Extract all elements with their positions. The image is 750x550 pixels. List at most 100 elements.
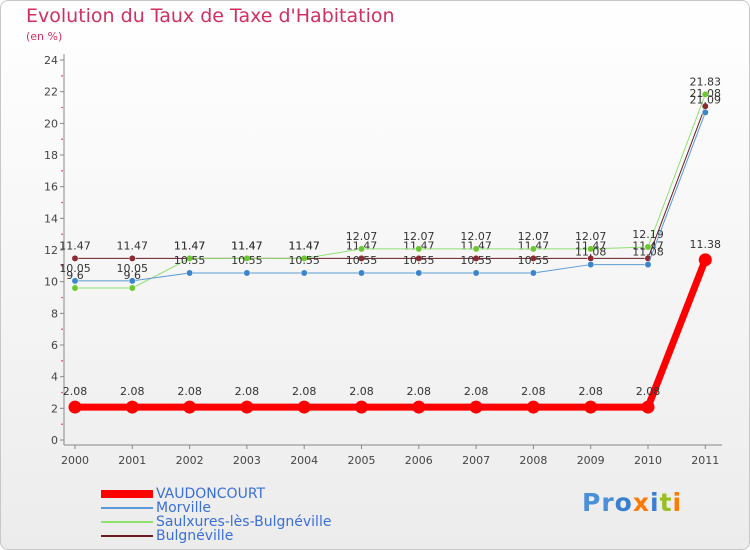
data-point <box>183 400 197 414</box>
series-line-bulgneville <box>74 105 706 259</box>
data-point <box>243 254 251 262</box>
series-line-morville <box>74 111 706 282</box>
logo-letter: t <box>659 488 673 517</box>
data-label: 2.08 <box>63 385 88 398</box>
y-tick-label: 18 <box>44 149 58 162</box>
x-tick-label: 2008 <box>519 454 547 467</box>
data-label: 11.47 <box>231 239 263 252</box>
data-point <box>355 400 368 414</box>
data-point <box>584 400 598 414</box>
data-point <box>701 108 709 116</box>
data-point <box>415 245 423 253</box>
y-tick-label: 2 <box>51 402 58 415</box>
data-label: 10.05 <box>59 262 91 275</box>
data-point <box>529 245 537 253</box>
data-point <box>469 400 483 414</box>
x-tick-label: 2002 <box>176 454 204 467</box>
x-tick-label: 2010 <box>634 454 662 467</box>
series-morville: 10.05 10.05 10.55 10.55 10.55 10.55 10.55 10.55… <box>59 93 721 285</box>
y-tick-label: 10 <box>44 276 58 289</box>
proxiti-logo: Proxiti <box>582 488 682 517</box>
y-minor-tick <box>61 170 63 172</box>
data-point <box>415 254 423 262</box>
data-point <box>641 400 655 414</box>
data-label: 2.08 <box>235 385 260 398</box>
data-point <box>644 243 652 251</box>
data-point <box>698 253 712 267</box>
data-label: 2.08 <box>521 385 546 398</box>
series-saulxures-les-bulgneville: 9.6 9.6 11.47 11.47 11.47 12.07 12.07 12.07 12.0… <box>66 75 721 292</box>
series-vaudoncourt: 2.08 2.08 2.08 2.08 2.08 2.08 2.08 2.08 2.08 2.08… <box>63 238 721 414</box>
data-point <box>243 269 251 277</box>
legend-item-vaudoncourt: VAUDONCOURT <box>101 487 265 501</box>
data-label: 2.08 <box>407 385 432 398</box>
data-label: 11.47 <box>288 239 320 252</box>
series-bulgneville: 11.4711.4711.4711.4711.4711.4711.4711.47… <box>59 87 721 262</box>
logo-letter: P <box>582 488 602 517</box>
data-point <box>300 269 308 277</box>
y-tick-label: 24 <box>44 54 58 67</box>
legend-swatch-saulxures <box>101 521 153 523</box>
data-label: 10.05 <box>117 262 149 275</box>
y-minor-tick <box>61 296 63 299</box>
data-point <box>128 284 136 292</box>
data-point <box>186 254 194 262</box>
data-point <box>71 284 79 292</box>
y-tick-label: 14 <box>44 212 58 225</box>
legend-label-vaudoncourt: VAUDONCOURT <box>156 486 266 502</box>
x-tick-label: 2011 <box>691 454 719 467</box>
data-label: 2.08 <box>464 385 489 398</box>
y-tick-label: 12 <box>44 244 58 257</box>
data-point <box>297 400 311 414</box>
data-label: 10.55 <box>518 254 550 267</box>
data-label: 9.6 <box>124 269 142 282</box>
y-tick-label: 8 <box>51 307 58 320</box>
data-point <box>128 254 136 262</box>
data-label: 12.19 <box>632 228 664 241</box>
data-label: 2.08 <box>120 385 145 398</box>
y-minor-tick <box>61 360 63 362</box>
x-tick-label: 2005 <box>348 454 376 467</box>
data-label: 11.47 <box>174 239 206 252</box>
y-minor-tick <box>61 106 63 109</box>
data-point <box>644 261 652 269</box>
data-label: 11.08 <box>632 246 664 259</box>
y-minor-tick <box>61 233 63 235</box>
data-point <box>526 400 540 414</box>
data-label: 10.55 <box>460 254 492 267</box>
data-point <box>415 269 423 277</box>
logo-letter: x <box>632 488 650 517</box>
logo-letter: i <box>650 488 660 517</box>
x-tick-label: 2004 <box>290 454 318 467</box>
data-label: 11.47 <box>288 239 320 252</box>
x-tick-label: 2000 <box>61 454 89 467</box>
legend-label-morville: Morville <box>156 500 211 516</box>
data-label: 2.08 <box>177 385 202 398</box>
data-label: 12.07 <box>460 230 492 243</box>
chart-title: Evolution du Taux de Taxe d'Habitation <box>26 5 395 27</box>
y-tick-label: 22 <box>44 86 58 99</box>
x-tick-label: 2009 <box>577 454 605 467</box>
data-point <box>71 277 79 285</box>
y-tick-label: 20 <box>44 117 58 130</box>
legend-swatch-vaudoncourt <box>101 490 153 498</box>
data-label: 10.55 <box>174 254 206 267</box>
data-point <box>128 277 136 285</box>
data-label: 2.08 <box>292 385 317 398</box>
data-point <box>472 245 480 253</box>
x-tick-label: 2001 <box>118 454 146 467</box>
data-point <box>412 400 426 414</box>
data-point <box>125 400 139 414</box>
x-tick-label: 2003 <box>233 454 261 467</box>
data-point <box>587 261 595 269</box>
data-label: 11.47 <box>231 239 263 252</box>
data-point <box>71 254 79 262</box>
series-line-vaudoncourt <box>71 256 709 411</box>
data-label: 9.6 <box>66 269 84 282</box>
x-tick-label: 2007 <box>462 454 490 467</box>
data-point <box>529 269 537 277</box>
data-label: 2.08 <box>636 385 661 398</box>
